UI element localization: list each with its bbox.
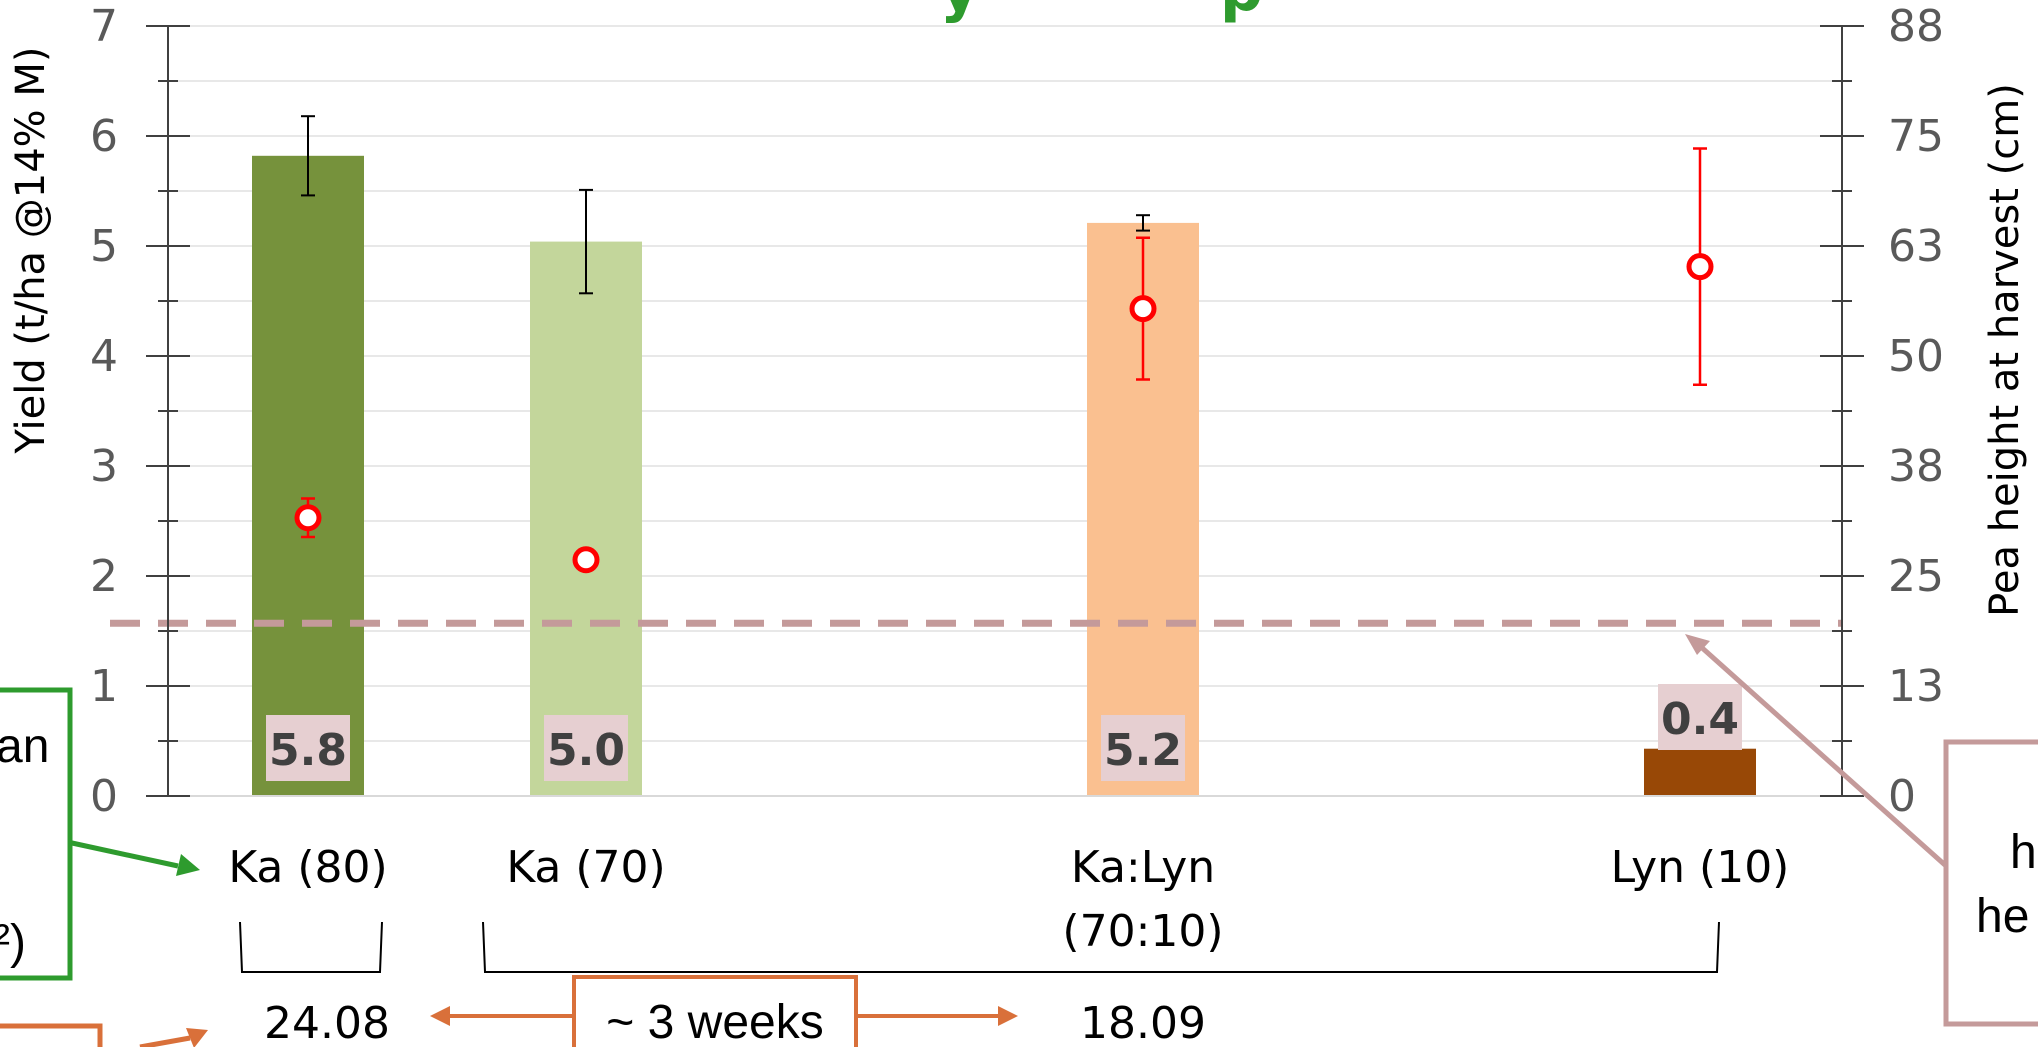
interval-annotation: ~ 3 weeks [430,975,1018,1047]
right-callout-text-1: h [2010,826,2037,879]
category-label: Ka:Lyn [1071,842,1215,893]
right-tick-label: 63 [1888,221,1944,272]
gridlines [168,25,1842,742]
category-label: (70:10) [1062,906,1223,957]
data-label: 5.2 [1104,725,1182,776]
y-axis-title: Yield (t/ha @14% M) [8,46,54,454]
left-tick-label: 4 [90,331,118,382]
title-fragment: y [940,0,979,25]
left-callout: an ²) [0,687,200,981]
right-tick-label: 25 [1888,551,1944,602]
right-callout: h he [1685,634,2038,1027]
data-label: 5.8 [269,725,347,776]
right-tick-label: 75 [1888,111,1944,162]
yield-bars [252,155,1756,797]
right-callout-arrow [1698,644,1947,867]
category-label: Ka (80) [228,842,387,893]
right-tick-label: 88 [1888,1,1944,52]
left-callout-arrow-head [176,854,200,876]
left-callout-text-2: ²) [0,916,26,969]
bar-data-labels: 5.8 5.0 5.2 0.4 [266,684,1742,781]
left-callout-box [0,687,73,981]
left-callout-arrow [71,840,179,869]
data-label-box [544,715,628,781]
category-label: Lyn (10) [1611,842,1790,893]
data-label-box [1101,715,1185,781]
data-label: 0.4 [1661,694,1739,745]
bottom-left-callout-box [0,1023,103,1047]
right-tick-label: 13 [1888,661,1944,712]
bottom-left-callout-arrow [139,1035,191,1047]
data-label: 5.0 [547,725,625,776]
right-axis-ticks: 0 13 25 38 50 63 75 88 [1820,1,1944,822]
bracket-ka70-lyn [482,921,1720,973]
left-tick-label: 5 [90,221,118,272]
left-tick-label: 0 [90,771,118,822]
bracket-ka80 [239,921,383,973]
left-tick-label: 1 [90,661,118,712]
data-label-box [266,715,350,781]
data-label-box [1658,684,1742,750]
bar [1644,748,1756,796]
right-tick-label: 38 [1888,441,1944,492]
bottom-left-callout [0,1023,208,1047]
date-label-left: 24.08 [264,998,390,1047]
title-fragment-2: p [1220,0,1263,25]
bar [530,241,642,797]
interval-box [572,975,858,1047]
height-point [572,546,600,574]
left-callout-text-1: an [0,720,49,773]
left-tick-label: 7 [90,1,118,52]
height-point [1686,253,1714,281]
interval-arrow-left-head [430,1006,450,1026]
height-point [1129,295,1157,323]
left-axis-ticks: 0 1 2 3 4 5 6 7 [90,1,190,822]
right-callout-text-2: he [1976,890,2029,943]
left-tick-label: 6 [90,111,118,162]
interval-label: ~ 3 weeks [606,996,823,1047]
bottom-left-callout-arrow-head [186,1028,208,1047]
bar [252,155,364,797]
right-tick-label: 50 [1888,331,1944,382]
y2-axis-title: Pea height at harvest (cm) [1982,83,2028,617]
left-tick-label: 3 [90,441,118,492]
right-callout-arrow-head [1685,634,1710,655]
height-point [294,504,322,532]
right-callout-box [1943,739,2038,1027]
interval-arrow-right-head [998,1006,1018,1026]
left-tick-label: 2 [90,551,118,602]
date-label-right: 18.09 [1080,998,1206,1047]
yield-error-bars [301,115,1150,295]
height-points [294,147,1714,574]
right-tick-label: 0 [1888,771,1916,822]
category-labels: Ka (80) Ka (70) Ka:Lyn (70:10) Lyn (10) [228,842,1789,957]
category-label: Ka (70) [506,842,665,893]
